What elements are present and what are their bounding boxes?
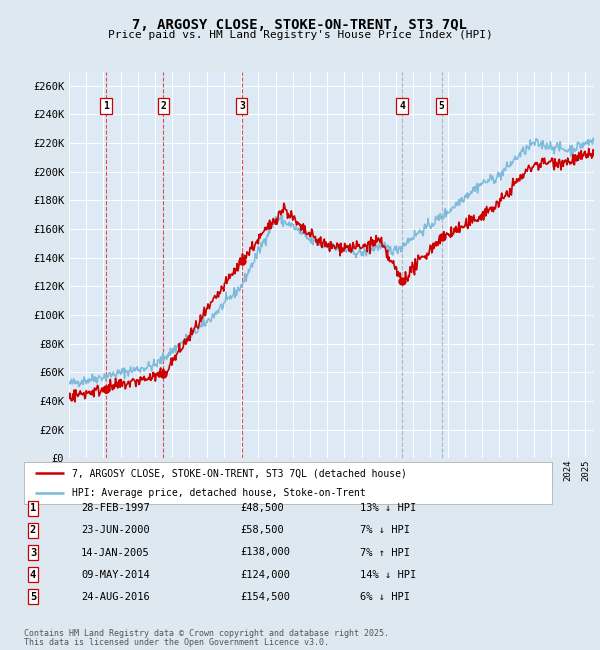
Text: 4: 4	[30, 569, 36, 580]
Text: 5: 5	[439, 101, 445, 111]
Text: HPI: Average price, detached house, Stoke-on-Trent: HPI: Average price, detached house, Stok…	[71, 488, 365, 498]
Text: £58,500: £58,500	[240, 525, 284, 536]
Text: 28-FEB-1997: 28-FEB-1997	[81, 503, 150, 514]
Text: 5: 5	[30, 592, 36, 602]
Text: Contains HM Land Registry data © Crown copyright and database right 2025.: Contains HM Land Registry data © Crown c…	[24, 629, 389, 638]
Text: £138,000: £138,000	[240, 547, 290, 558]
Text: 24-AUG-2016: 24-AUG-2016	[81, 592, 150, 602]
Text: 2: 2	[160, 101, 166, 111]
Text: £124,000: £124,000	[240, 569, 290, 580]
Text: This data is licensed under the Open Government Licence v3.0.: This data is licensed under the Open Gov…	[24, 638, 329, 647]
Text: 4: 4	[399, 101, 405, 111]
Text: 2: 2	[30, 525, 36, 536]
Text: 1: 1	[30, 503, 36, 514]
Text: £48,500: £48,500	[240, 503, 284, 514]
Text: 3: 3	[239, 101, 245, 111]
Text: 09-MAY-2014: 09-MAY-2014	[81, 569, 150, 580]
Text: 7, ARGOSY CLOSE, STOKE-ON-TRENT, ST3 7QL (detached house): 7, ARGOSY CLOSE, STOKE-ON-TRENT, ST3 7QL…	[71, 469, 406, 478]
Text: 3: 3	[30, 547, 36, 558]
Text: 14-JAN-2005: 14-JAN-2005	[81, 547, 150, 558]
Text: 14% ↓ HPI: 14% ↓ HPI	[360, 569, 416, 580]
Text: 13% ↓ HPI: 13% ↓ HPI	[360, 503, 416, 514]
Text: 23-JUN-2000: 23-JUN-2000	[81, 525, 150, 536]
Text: Price paid vs. HM Land Registry's House Price Index (HPI): Price paid vs. HM Land Registry's House …	[107, 30, 493, 40]
Text: 6% ↓ HPI: 6% ↓ HPI	[360, 592, 410, 602]
Text: 7% ↑ HPI: 7% ↑ HPI	[360, 547, 410, 558]
Text: 1: 1	[103, 101, 109, 111]
Text: £154,500: £154,500	[240, 592, 290, 602]
Text: 7% ↓ HPI: 7% ↓ HPI	[360, 525, 410, 536]
Text: 7, ARGOSY CLOSE, STOKE-ON-TRENT, ST3 7QL: 7, ARGOSY CLOSE, STOKE-ON-TRENT, ST3 7QL	[133, 18, 467, 32]
